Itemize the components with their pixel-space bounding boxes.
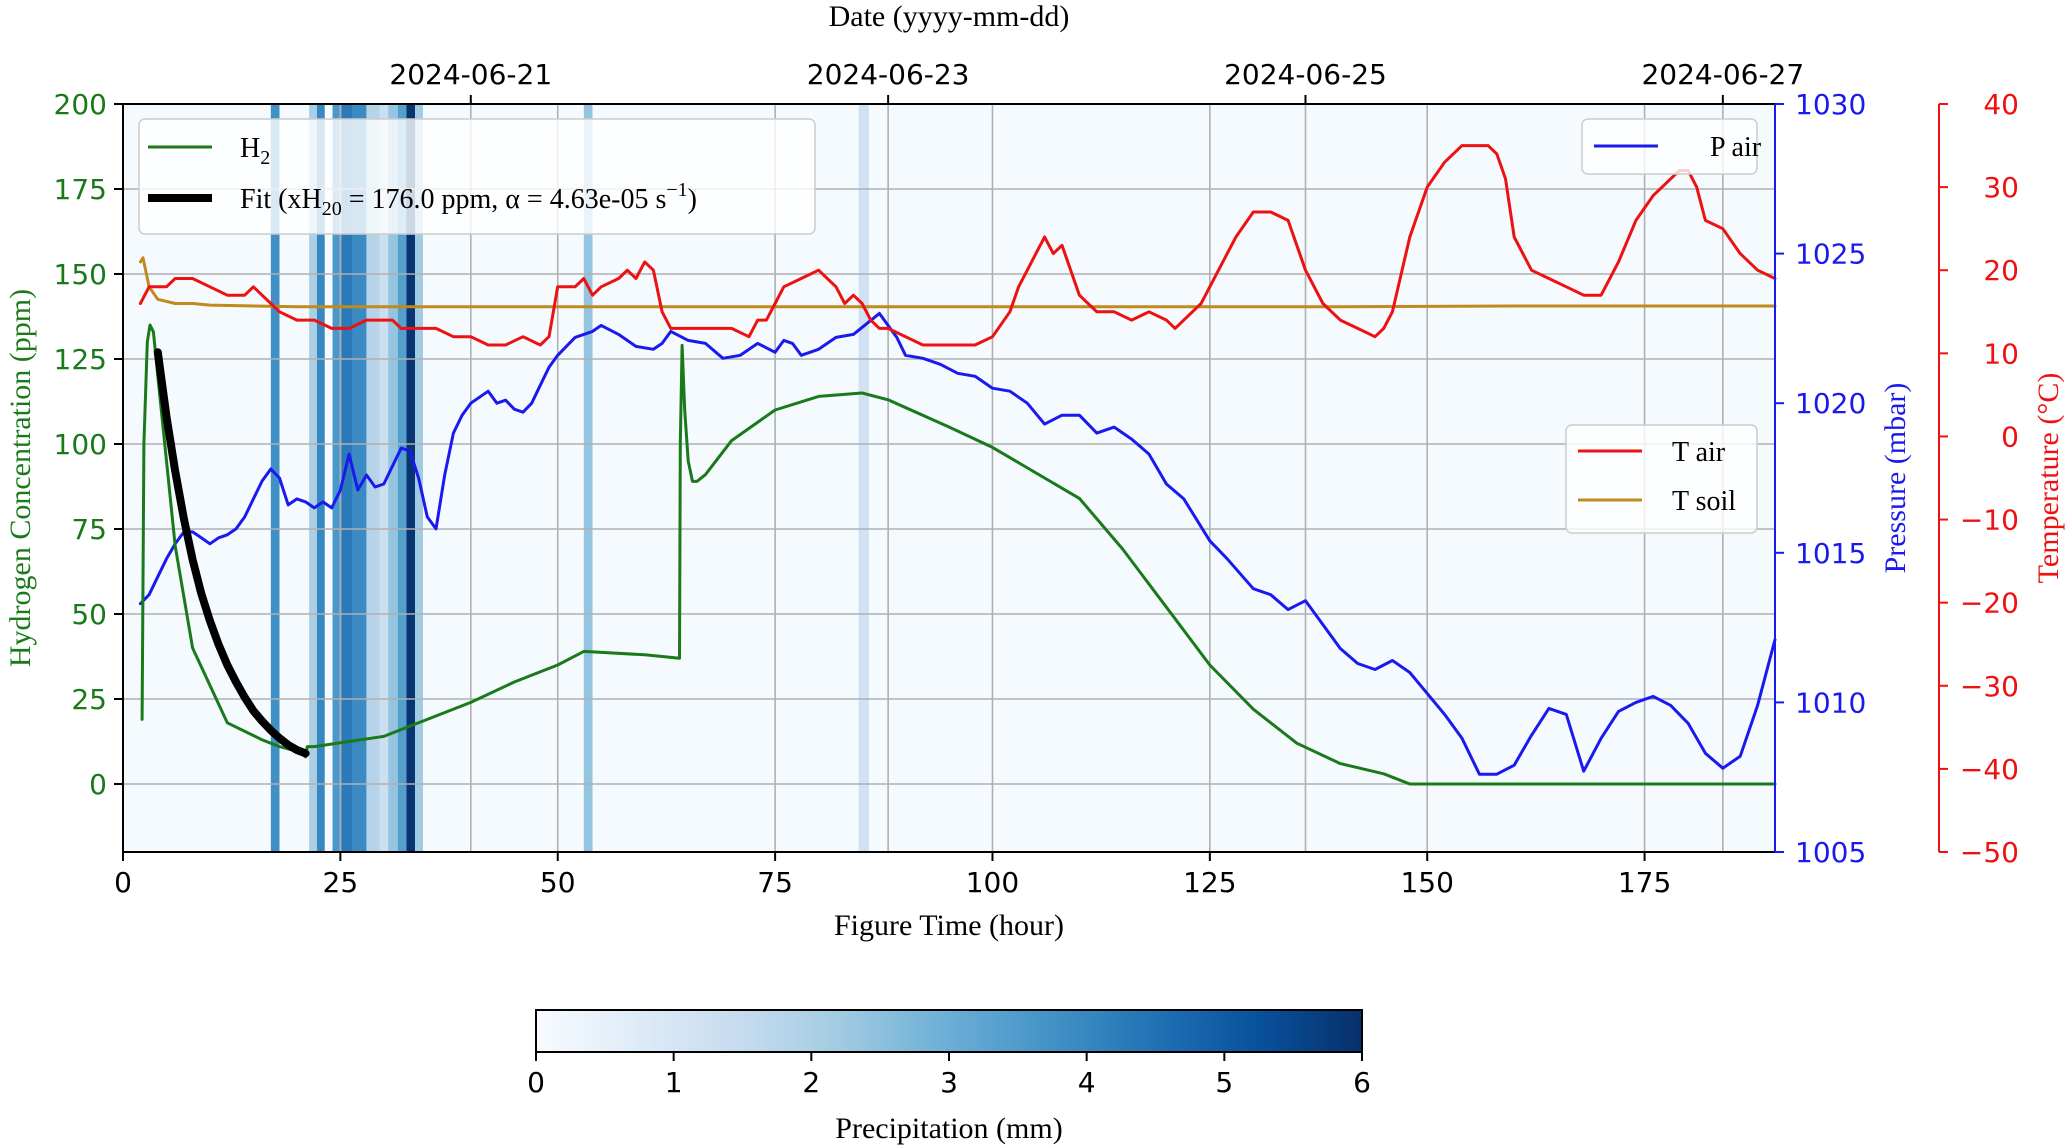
hydrogen-tick-label: 0 xyxy=(89,768,107,801)
hydrogen-tick-label: 100 xyxy=(54,428,107,461)
precipitation-band xyxy=(366,104,380,852)
pressure-tick-label: 1025 xyxy=(1795,238,1866,271)
precipitation-band xyxy=(583,104,593,852)
precipitation-band xyxy=(352,104,367,852)
colorbar-tick-label: 6 xyxy=(1353,1066,1371,1099)
colorbar-tick-label: 4 xyxy=(1078,1066,1096,1099)
legend-top-left: H2 Fit (xH20 = 176.0 ppm, α = 4.63e-05 s… xyxy=(138,118,816,235)
legend-t-air-label: T air xyxy=(1672,437,1726,468)
legend-box xyxy=(1581,118,1758,175)
x-tick-label: 75 xyxy=(757,866,793,899)
legend-t-soil-label: T soil xyxy=(1672,486,1736,517)
precipitation-band xyxy=(316,104,325,852)
series-h2 xyxy=(140,323,1777,786)
hydrogen-tick-label: 200 xyxy=(54,88,107,121)
series-t-air xyxy=(138,144,1777,347)
pressure-tick-label: 1005 xyxy=(1795,836,1866,869)
x-tick-label: 175 xyxy=(1618,866,1671,899)
precipitation-band xyxy=(309,104,317,852)
colorbar-title: Precipitation (mm) xyxy=(835,1112,1062,1145)
precipitation-band xyxy=(858,104,870,852)
series-p-air xyxy=(138,311,1777,776)
precipitation-band xyxy=(406,104,416,852)
temperature-tick-label: 20 xyxy=(1983,254,2019,287)
temperature-tick-label: −30 xyxy=(1960,670,2019,703)
x-tick-label: 25 xyxy=(323,866,359,899)
series-group xyxy=(138,144,1777,786)
legend-p-air-label: P air xyxy=(1710,132,1762,163)
pressure-tick-label: 1030 xyxy=(1795,88,1866,121)
temperature-tick-label: −20 xyxy=(1960,587,2019,620)
x-tick-label: 0 xyxy=(114,866,132,899)
temperature-tick-label: −40 xyxy=(1960,753,2019,786)
precipitation-band xyxy=(388,104,398,852)
date-tick-label: 2024-06-27 xyxy=(1641,58,1804,91)
precipitation-band xyxy=(341,104,353,852)
legend-h2-label: H2 xyxy=(240,133,270,169)
date-tick-label: 2024-06-25 xyxy=(1224,58,1387,91)
precipitation-band xyxy=(332,104,342,852)
x-tick-label: 50 xyxy=(540,866,576,899)
colorbar-tick-label: 2 xyxy=(802,1066,820,1099)
hydrogen-axis-title: Hydrogen Concentration (ppm) xyxy=(4,289,37,667)
x-tick-label: 100 xyxy=(966,866,1019,899)
legend-top-right: P air xyxy=(1581,118,1762,175)
hydrogen-tick-label: 75 xyxy=(71,513,107,546)
legend-fit-label: Fit (xH20 = 176.0 ppm, α = 4.63e-05 s−1) xyxy=(240,179,697,220)
legend-box xyxy=(138,118,816,235)
colorbar-tick-label: 3 xyxy=(940,1066,958,1099)
precipitation-band xyxy=(270,104,280,852)
colorbar-tick-label: 5 xyxy=(1215,1066,1233,1099)
colorbar-gradient xyxy=(535,1009,1363,1053)
hydrogen-tick-label: 50 xyxy=(71,598,107,631)
precipitation-colorbar: 0 1 2 3 4 5 6 Precipitation (mm) xyxy=(527,1009,1371,1145)
pressure-tick-label: 1010 xyxy=(1795,686,1866,719)
date-tick-label: 2024-06-23 xyxy=(807,58,970,91)
hydrogen-tick-label: 25 xyxy=(71,683,107,716)
hydrogen-tick-label: 125 xyxy=(54,343,107,376)
series-fit xyxy=(153,348,310,758)
precipitation-band xyxy=(379,104,389,852)
temperature-tick-label: 10 xyxy=(1983,337,2019,370)
precipitation-band xyxy=(397,104,407,852)
x-tick-label: 125 xyxy=(1183,866,1236,899)
colorbar-ticks: 0 1 2 3 4 5 6 xyxy=(527,1052,1371,1099)
pressure-axis-title: Pressure (mbar) xyxy=(1879,383,1912,574)
temperature-tick-label: 40 xyxy=(1983,88,2019,121)
temperature-tick-label: 0 xyxy=(2001,420,2019,453)
temperature-tick-label: −50 xyxy=(1960,836,2019,869)
date-tick-label: 2024-06-21 xyxy=(389,58,552,91)
hydrogen-tick-label: 150 xyxy=(54,258,107,291)
colorbar-tick-label: 0 xyxy=(527,1066,545,1099)
legend-mid-right: T air T soil xyxy=(1565,424,1758,534)
pressure-tick-label: 1020 xyxy=(1795,387,1866,420)
temperature-tick-label: 30 xyxy=(1983,171,2019,204)
top-axis-title: Date (yyyy-mm-dd) xyxy=(829,0,1070,33)
x-axis-title: Figure Time (hour) xyxy=(834,909,1064,942)
colorbar-tick-label: 1 xyxy=(665,1066,683,1099)
x-tick-label: 150 xyxy=(1400,866,1453,899)
pressure-tick-label: 1015 xyxy=(1795,537,1866,570)
hydrogen-tick-label: 175 xyxy=(54,173,107,206)
temperature-axis-title: Temperature (°C) xyxy=(2032,373,2065,584)
temperature-tick-label: −10 xyxy=(1960,504,2019,537)
